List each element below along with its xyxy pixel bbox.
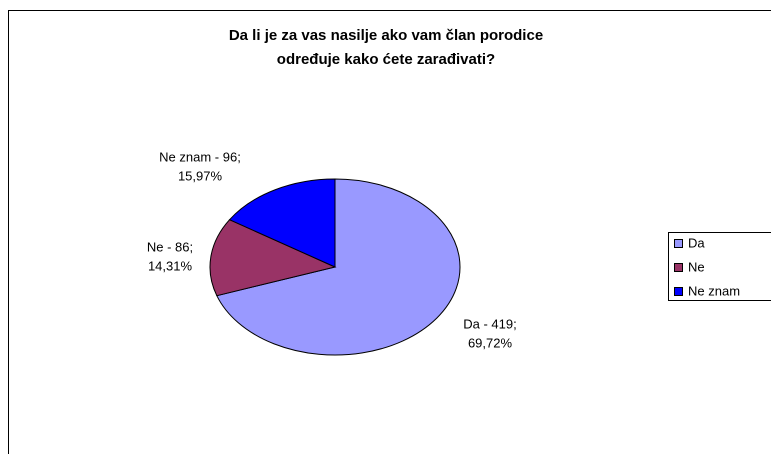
legend-box — [668, 232, 771, 301]
data-label: Ne znam - 96; — [159, 149, 241, 164]
pie-slice — [209, 219, 337, 297]
legend-swatch — [674, 287, 683, 296]
legend-label: Da — [688, 235, 705, 250]
chart-title: Da li je za vas nasilje ako vam član por… — [229, 27, 543, 44]
legend-swatch — [674, 239, 683, 248]
data-label: 14,31% — [148, 258, 193, 273]
data-label: 69,72% — [468, 335, 513, 350]
data-label: Ne - 86; — [147, 239, 193, 254]
data-label: 15,97% — [178, 168, 223, 183]
legend-label: Ne — [688, 259, 705, 274]
legend-label: Ne znam — [688, 283, 740, 298]
pie-slice — [228, 178, 336, 268]
legend-swatch — [674, 263, 683, 272]
pie-slice — [216, 178, 461, 356]
data-label: Da - 419; — [463, 316, 516, 331]
chart-title: određuje kako ćete zarađivati? — [277, 51, 495, 68]
